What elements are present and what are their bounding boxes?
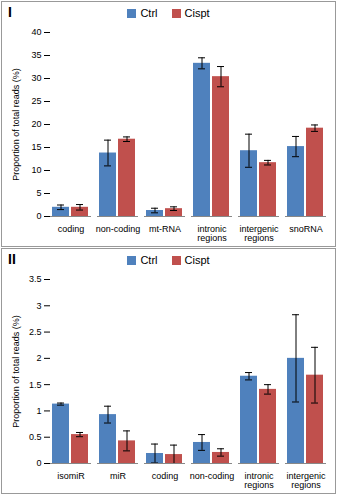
svg-text:intronicregions: intronicregions [244, 471, 274, 490]
svg-text:2: 2 [36, 353, 41, 363]
html-text:Cispt: Cispt [184, 254, 210, 266]
svg-text:35: 35 [31, 50, 41, 60]
svg-text:1.5: 1.5 [29, 380, 42, 390]
html-text:Ctrl: Ctrl [140, 7, 158, 19]
svg-text:coding: coding [58, 224, 85, 234]
svg-text:coding: coding [152, 471, 179, 481]
svg-text:intronicregions: intronicregions [197, 224, 227, 243]
svg-text:5: 5 [36, 188, 41, 198]
svg-text:40: 40 [31, 27, 41, 37]
svg-text:20: 20 [31, 119, 41, 129]
svg-text:non-coding: non-coding [190, 471, 235, 481]
svg-text:10: 10 [31, 165, 41, 175]
svg-text:non-coding: non-coding [96, 224, 141, 234]
svg-text:Proportion of total reads (%): Proportion of total reads (%) [11, 315, 21, 428]
svg-text:30: 30 [31, 73, 41, 83]
svg-text:mt-RNA: mt-RNA [149, 224, 181, 234]
svg-text:isomiR: isomiR [57, 471, 85, 481]
html-text:Cispt: Cispt [184, 7, 210, 19]
svg-text:intergenicregions: intergenicregions [239, 224, 279, 243]
svg-text:2.5: 2.5 [29, 327, 42, 337]
html-text:II: II [8, 251, 16, 267]
svg-text:miR: miR [110, 471, 126, 481]
html-text:I: I [8, 4, 12, 20]
svg-text:intergenicregions: intergenicregions [286, 471, 326, 490]
html-text:Ctrl: Ctrl [140, 254, 158, 266]
svg-text:snoRNA: snoRNA [289, 224, 323, 234]
svg-text:Proportion of total reads (%): Proportion of total reads (%) [11, 68, 21, 181]
svg-text:0: 0 [36, 458, 41, 468]
svg-text:3.5: 3.5 [29, 274, 42, 284]
svg-text:15: 15 [31, 142, 41, 152]
svg-text:25: 25 [31, 96, 41, 106]
svg-text:0: 0 [36, 211, 41, 221]
svg-text:1: 1 [36, 406, 41, 416]
svg-text:3: 3 [36, 301, 41, 311]
svg-text:0.5: 0.5 [29, 432, 42, 442]
